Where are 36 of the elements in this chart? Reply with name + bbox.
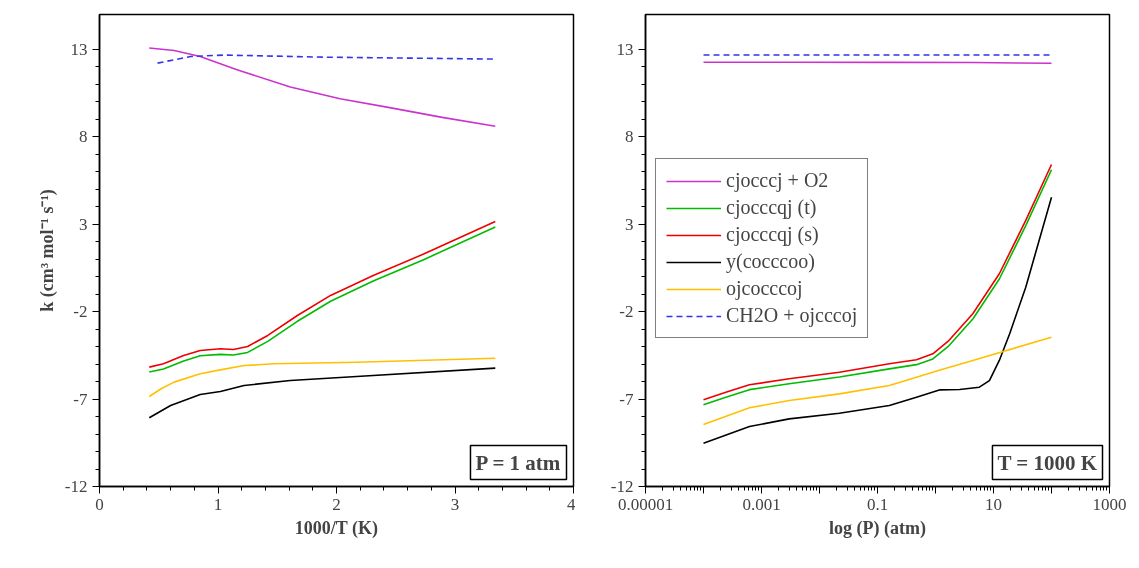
y-tick-label: 3 [79,214,88,234]
annotation: P = 1 atm [475,450,561,475]
legend-label: CH2O + ojcccoj [726,304,858,327]
y-tick-label: -12 [64,477,88,496]
y-axis-title: k (cm³ mol⁻¹ s⁻¹) [36,189,58,312]
y-tick-label: -7 [619,389,634,409]
legend-label: cjocccj + O2 [726,169,829,192]
x-tick-label: 0.00001 [617,494,674,514]
line-series [148,47,497,128]
y-tick-label: -2 [73,302,88,322]
y-tick-label: -2 [619,302,634,322]
x-tick-label: 0.001 [742,494,781,514]
legend-label: y(cocccoo) [726,250,815,273]
legend-label: cjocccqj (t) [726,196,817,219]
line-series [148,367,497,419]
y-tick-label: 3 [625,214,634,234]
x-tick-label: 3 [450,494,460,514]
y-tick-label: 8 [625,127,634,147]
y-tick-label: -7 [73,389,88,409]
y-tick-label: -12 [610,477,634,496]
legend-label: ojcocccoj [726,277,803,300]
legend-label: cjocccqj (s) [726,223,819,246]
x-axis-title: log (P) (atm) [829,517,926,539]
y-tick-label: 13 [70,39,88,59]
x-axis-title: 1000/T (K) [294,517,378,539]
x-tick-label: 2 [332,494,341,514]
annotation: T = 1000 K [997,450,1098,475]
x-tick-label: 1000 [1092,494,1127,514]
x-tick-label: 10 [985,494,1002,514]
x-tick-label: 4 [567,494,576,514]
line-series [148,357,497,398]
x-tick-label: 1 [213,494,223,514]
x-tick-label: 0.1 [866,494,889,514]
y-tick-label: 13 [616,39,634,59]
x-tick-label: 0 [95,494,104,514]
y-tick-label: 8 [79,127,88,147]
